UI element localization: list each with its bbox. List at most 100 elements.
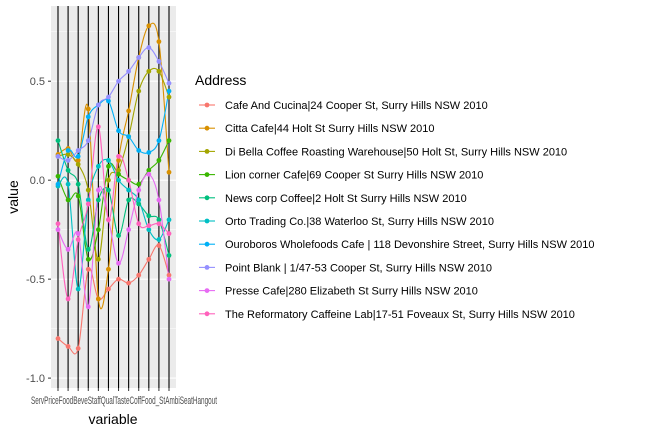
data-point (75, 346, 81, 351)
data-point (116, 260, 121, 266)
data-point (106, 187, 111, 193)
data-point (95, 256, 101, 262)
data-point (166, 272, 172, 278)
data-point (116, 171, 121, 177)
data-point (156, 68, 162, 74)
data-point (85, 197, 91, 203)
data-point (166, 252, 172, 258)
data-point (146, 167, 152, 173)
data-point (166, 231, 172, 237)
data-point (146, 150, 152, 155)
legend-label: Orto Trading Co.|38 Waterloo St, Surry H… (225, 216, 494, 228)
data-point (65, 157, 71, 163)
series-points (55, 23, 172, 351)
legend-label: Lion corner Cafe|69 Cooper St Surry Hill… (225, 170, 483, 182)
data-point (156, 197, 162, 203)
y-tick-label: -0.5 (26, 274, 45, 286)
data-point (156, 217, 162, 223)
data-point (85, 266, 91, 272)
data-point (95, 124, 101, 130)
data-point (116, 167, 121, 173)
data-point (146, 45, 152, 50)
legend-key-point (204, 288, 210, 293)
legend-label: Di Bella Coffee Roasting Warehouse|50 Ho… (225, 146, 567, 158)
data-point (85, 201, 91, 207)
data-point (166, 138, 172, 143)
data-point (156, 237, 162, 242)
data-point (75, 161, 81, 167)
data-point (136, 221, 142, 227)
data-point (136, 88, 142, 94)
data-point (75, 148, 81, 153)
legend-label: Presse Cafe|280 Elizabeth St Surry Hills… (225, 286, 478, 298)
data-point (126, 187, 132, 193)
legend-key-point (204, 218, 210, 224)
data-point (95, 296, 101, 302)
data-point (166, 169, 172, 175)
data-point (65, 344, 71, 349)
data-point (146, 171, 152, 177)
data-point (146, 213, 152, 219)
data-point (55, 154, 61, 159)
data-point (55, 173, 61, 179)
legend-label: Point Blank | 1/47-53 Cooper St, Surry H… (225, 262, 492, 274)
data-point (106, 98, 111, 104)
data-point (136, 55, 142, 60)
data-point (156, 59, 162, 64)
data-point (126, 108, 132, 114)
data-point (156, 138, 162, 143)
data-point (75, 286, 81, 292)
x-axis-title: variable (88, 411, 137, 427)
data-point (156, 39, 162, 45)
data-point (116, 78, 121, 84)
data-point (85, 256, 91, 262)
data-point (126, 134, 132, 140)
data-point (126, 68, 132, 74)
data-point (75, 154, 81, 159)
data-point (116, 177, 121, 183)
legend-key-point (204, 311, 210, 317)
x-axis: ServPriceFoodBeveStaffQualTasteCoffFood_… (31, 388, 217, 407)
legend-label: Cafe And Cucina|24 Cooper St, Surry Hill… (225, 100, 488, 112)
legend-key-point (204, 265, 210, 270)
data-point (95, 102, 101, 108)
data-point (126, 280, 132, 286)
data-point (116, 233, 121, 238)
data-point (106, 217, 111, 223)
data-point (65, 296, 71, 302)
data-point (55, 221, 61, 227)
y-axis-title: value (5, 180, 21, 214)
legend-label: News corp Coffee|2 Holt St Surry Hills N… (225, 193, 467, 205)
legend-key-point (204, 195, 210, 201)
data-point (55, 138, 61, 143)
data-point (85, 247, 91, 252)
data-point (95, 187, 101, 193)
data-point (136, 272, 142, 278)
data-point (166, 217, 172, 223)
data-point (65, 167, 71, 173)
data-point (156, 243, 162, 248)
data-point (75, 157, 81, 163)
legend-key-point (204, 102, 210, 108)
data-point (55, 227, 61, 233)
data-point (166, 88, 172, 94)
data-point (75, 231, 81, 237)
data-point (136, 181, 142, 187)
legend: Address Cafe And Cucina|24 Cooper St, Su… (195, 72, 594, 321)
data-point (85, 187, 91, 193)
data-point (55, 181, 61, 187)
legend-label: The Reformatory Caffeine Lab|17-51 Fovea… (225, 309, 575, 321)
legend-title: Address (195, 72, 246, 88)
data-point (166, 276, 172, 282)
data-point (65, 152, 71, 157)
legend-key-point (204, 149, 210, 154)
data-point (166, 94, 172, 100)
data-point (116, 157, 121, 163)
data-point (156, 157, 162, 163)
data-point (65, 197, 71, 203)
data-point (85, 114, 91, 120)
legend-label: Citta Cafe|44 Holt St Surry Hills NSW 20… (225, 123, 434, 135)
data-point (136, 187, 142, 193)
data-point (85, 106, 91, 112)
data-point (55, 336, 61, 341)
